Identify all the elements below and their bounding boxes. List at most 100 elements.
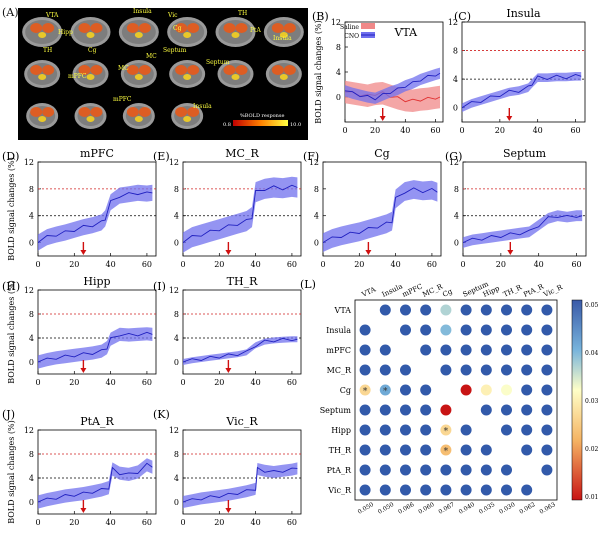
y-tick-label: 12 [169, 426, 179, 435]
matrix-dot [420, 384, 432, 396]
series-line [182, 337, 298, 363]
activation-blob [235, 23, 248, 33]
matrix-dot [501, 424, 512, 436]
matrix-dot [460, 484, 472, 496]
x-tick-label: 60 [142, 260, 152, 269]
plot-frame [461, 21, 586, 123]
matrix-dot [501, 304, 512, 316]
matrix-col-label: MC_R [421, 282, 444, 299]
matrix-dot [440, 484, 452, 496]
chart-panel-g: (G) 0 20 40 60 0 4 8 12 Septum [445, 147, 587, 269]
matrix-dot [541, 464, 553, 476]
activation-core [134, 74, 143, 80]
matrix-dot [541, 384, 553, 396]
matrix-dot [460, 424, 472, 436]
brain-slice [26, 103, 59, 129]
stimulus-arrowhead [225, 250, 232, 255]
x-tick-label: 40 [534, 260, 544, 269]
x-tick-label: 40 [251, 260, 261, 269]
matrix-dot [379, 384, 391, 396]
matrix-dot [400, 304, 411, 316]
chart-panel-e: (E) 0 20 40 60 0 4 8 12 MC_R [153, 147, 302, 269]
matrix-dot [379, 344, 391, 356]
matrix-dot [400, 324, 411, 336]
matrix-dot [501, 324, 512, 336]
matrix-dot [359, 404, 371, 416]
activation-blob [187, 107, 200, 117]
x-tick-label: 20 [354, 260, 364, 269]
matrix-dot [359, 444, 371, 456]
x-tick-label: 60 [287, 518, 297, 527]
matrix-dot [440, 324, 452, 336]
activation-blob [271, 65, 284, 75]
y-tick-label: 8 [174, 310, 179, 319]
region-label: mPFC [68, 73, 87, 80]
matrix-dot [379, 404, 391, 416]
panel-a: VTA Hipp Insula Cg TH MC Septum mPFC PtA Vic Insul… [18, 8, 308, 140]
matrix-dot [541, 304, 553, 316]
chart-panel-k: (K) 0 20 40 60 0 4 8 12 Vic_R [153, 408, 302, 527]
y-tick-label: 8 [174, 450, 179, 459]
y-tick-label: 12 [169, 286, 179, 295]
activation-core [183, 116, 192, 122]
x-tick-label: 0 [35, 260, 40, 269]
y-tick-label: 12 [169, 158, 179, 167]
y-axis-label: BOLD signal changes (%) [314, 20, 323, 124]
x-tick-label: 40 [533, 126, 543, 135]
chart-title: Cg [374, 147, 389, 160]
panel-label: (B) [312, 10, 329, 23]
matrix-dot [501, 404, 512, 416]
chart-panel-d: (D) 0 20 40 60 0 4 8 12 mPFC BOLD signal changes (… [2, 147, 157, 269]
series-line [182, 466, 298, 503]
matrix-dot [400, 384, 411, 396]
matrix-dot [460, 444, 472, 456]
stimulus-arrowhead [506, 116, 513, 121]
matrix-col-value: 0.066 [397, 501, 416, 516]
series-line [37, 462, 153, 503]
matrix-dot [400, 404, 411, 416]
y-tick-label: 8 [336, 43, 341, 52]
colorbar-tick-label: 0.02 [585, 446, 599, 453]
activation-blob [90, 65, 103, 75]
activation-core [86, 74, 95, 80]
y-tick-label: 12 [449, 158, 459, 167]
matrix-row-label: Hipp [331, 426, 351, 435]
series-band [183, 176, 298, 253]
matrix-dot [400, 464, 411, 476]
y-tick-label: 12 [331, 18, 341, 27]
colorbar-tick-label: 0.03 [585, 398, 599, 405]
series-line [344, 72, 441, 101]
activation-blob [283, 23, 296, 33]
matrix-dot [521, 484, 533, 496]
matrix-row-label: Insula [326, 326, 351, 335]
matrix-dot [359, 384, 371, 396]
panel-label: (H) [2, 280, 20, 293]
plot-frame [182, 161, 302, 257]
x-tick-label: 60 [142, 518, 152, 527]
y-tick-label: 4 [29, 474, 34, 483]
matrix-dot [521, 424, 533, 436]
matrix-frame [354, 299, 558, 501]
matrix-dot [440, 464, 452, 476]
y-tick-label: 12 [448, 18, 458, 27]
y-tick-label: 4 [336, 68, 341, 77]
matrix-dot [541, 424, 553, 436]
series-band [38, 184, 153, 251]
matrix-dot [541, 324, 553, 336]
matrix-dot [460, 324, 472, 336]
activation-core [279, 32, 288, 38]
significance-star: * [444, 447, 449, 457]
matrix-dot [359, 424, 371, 436]
x-tick-label: 40 [400, 126, 410, 135]
activation-blob [78, 23, 91, 33]
matrix-dot [420, 444, 432, 456]
activation-blob [126, 23, 139, 33]
matrix-dot [480, 384, 492, 396]
colorbar-tick-label: 0.01 [585, 494, 598, 501]
x-tick-label: 20 [214, 260, 224, 269]
chart-title: Septum [503, 147, 547, 160]
matrix-dot [379, 424, 391, 436]
y-tick-label: 4 [454, 212, 459, 221]
matrix-row-label: Vic_R [327, 486, 352, 495]
matrix-dot [379, 444, 391, 456]
